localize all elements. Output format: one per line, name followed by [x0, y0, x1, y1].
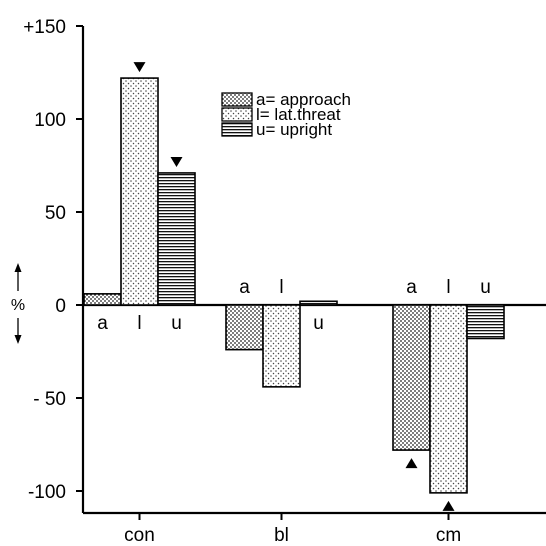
legend-label-u: u= upright [256, 120, 332, 139]
x-category-label: con [124, 525, 155, 546]
bar-bl-a [225, 304, 264, 351]
y-axis-ticks: +150 100 50 0 - 50 -100 [23, 17, 83, 503]
y-axis-down-arrowhead [14, 335, 22, 344]
bar-letter-con-a: a [97, 313, 108, 334]
x-category-label: cm [436, 525, 461, 546]
x-category-label: bl [274, 525, 289, 546]
marker-triangle-up [405, 458, 418, 469]
legend-label-l: l= lat.threat [256, 105, 341, 124]
y-tick-label: 0 [55, 296, 66, 317]
bar-con-u [157, 172, 196, 306]
markers-layer [133, 62, 455, 511]
y-axis-label: % [11, 263, 25, 344]
y-tick-label: +150 [23, 17, 66, 38]
bar-letter-cm-u: u [480, 277, 491, 298]
bar-letter-bl-a: a [239, 277, 250, 298]
bar-bl-u [299, 300, 338, 306]
y-axis-up-arrowhead [14, 263, 22, 272]
bar-letter-bl-l: l [279, 277, 283, 298]
marker-triangle-down [170, 156, 183, 167]
y-tick-label: -100 [28, 482, 66, 503]
y-axis-label-text: % [11, 297, 25, 314]
bar-letters-layer: a l u a l u a l u [97, 277, 491, 334]
bar-letter-bl-u: u [313, 313, 324, 334]
y-tick-label: - 50 [33, 389, 66, 410]
bar-con-a [83, 293, 122, 306]
bar-letter-cm-l: l [446, 277, 450, 298]
marker-triangle-down [133, 62, 146, 73]
bar-con-l [120, 77, 159, 306]
bar-cm-a [392, 304, 431, 451]
bar-letter-con-l: l [137, 313, 141, 334]
x-axis-categories: con bl cm [124, 513, 461, 546]
legend-swatch-u [221, 122, 253, 137]
bar-cm-l [429, 304, 468, 494]
bar-bl-l [262, 304, 301, 388]
bars-layer [83, 77, 505, 494]
legend-swatch-l [221, 107, 253, 122]
y-tick-label: 50 [45, 203, 66, 224]
bar-cm-u [466, 304, 505, 340]
y-tick-label: 100 [34, 110, 66, 131]
legend-label-a: a= approach [256, 90, 351, 109]
legend-swatch-a [221, 92, 253, 107]
bar-letter-cm-a: a [406, 277, 417, 298]
bar-letter-con-u: u [171, 313, 182, 334]
marker-triangle-up [442, 500, 455, 511]
